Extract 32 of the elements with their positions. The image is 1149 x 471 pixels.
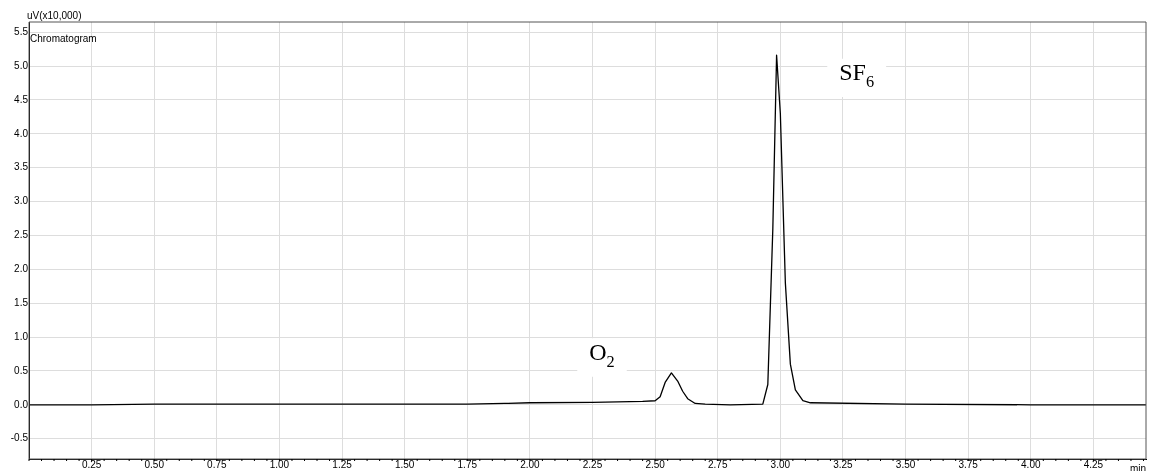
y-tick-label: 2.5 — [14, 229, 29, 241]
x-tick-label: 1.75 — [457, 458, 478, 470]
text: Chromatogram — [30, 33, 97, 44]
y-tick-label: 3.5 — [14, 161, 29, 173]
x-tick-label: 2.75 — [708, 458, 728, 470]
x-tick-label: 1.50 — [394, 458, 415, 470]
x-tick-label: 3.25 — [833, 458, 854, 470]
x-tick-label: 0.25 — [81, 458, 102, 470]
y-tick-label: 2.0 — [14, 263, 29, 275]
x-tick-label: 3.50 — [895, 458, 916, 470]
x-tick-label: 2.50 — [645, 458, 666, 470]
y-tick-label: 0.0 — [14, 398, 29, 410]
y-tick-label: 0.5 — [14, 364, 29, 376]
y-tick-label: 5.0 — [14, 59, 29, 71]
x-tick-label: 0.50 — [144, 458, 165, 470]
x-tick-label: 1.25 — [332, 458, 353, 470]
y-tick-label: 4.0 — [14, 127, 29, 139]
x-tick-label: 3.75 — [958, 458, 979, 470]
y-tick-label: 5.5 — [14, 25, 29, 37]
x-tick-label: 2.25 — [582, 458, 603, 470]
y-tick-label: 3.0 — [14, 195, 29, 207]
y-tick-label: -0.5 — [10, 432, 29, 444]
x-tick-label: 4.25 — [1083, 458, 1104, 470]
x-tick-label: 1.00 — [269, 458, 290, 470]
x-tick-label: 2.00 — [520, 458, 541, 470]
y-axis-title: uV(x10,000) — [27, 10, 82, 21]
x-tick-label: 4.00 — [1021, 458, 1041, 470]
y-tick-label: 1.5 — [14, 296, 29, 308]
y-tick-label: 4.5 — [14, 93, 29, 105]
y-tick-label: 1.0 — [14, 330, 29, 342]
x-tick-label: 0.75 — [207, 458, 227, 470]
x-tick-label: 3.00 — [770, 458, 791, 470]
